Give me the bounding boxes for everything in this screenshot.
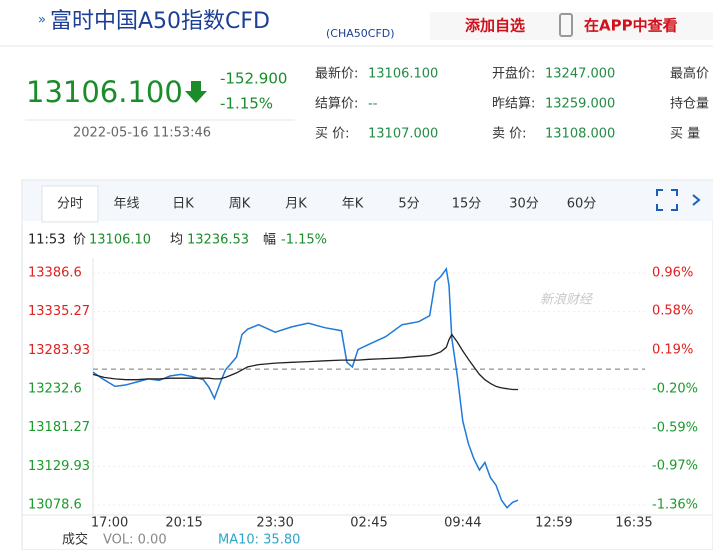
phone-icon <box>559 13 573 37</box>
field-label: 买 价: <box>315 127 350 142</box>
field-label: 卖 价: <box>492 127 527 142</box>
y-tick-label: 13386.6 <box>28 266 82 281</box>
volume-ma: MA10: 35.80 <box>218 533 300 548</box>
y2-tick-label: -1.36% <box>652 498 698 513</box>
y2-tick-label: 0.58% <box>652 304 693 319</box>
tab[interactable]: 分时 <box>57 197 83 212</box>
tab[interactable]: 年K <box>342 197 364 212</box>
field-label: 昨结算: <box>492 97 535 112</box>
y-tick-label: 13181.27 <box>28 420 90 435</box>
fullscreen-icon[interactable] <box>656 189 678 211</box>
field-label: 结算价: <box>315 97 358 112</box>
y-tick-label: 13078.6 <box>28 498 82 513</box>
chart-frame <box>21 179 713 550</box>
change: -152.900 <box>220 70 287 88</box>
quote-time: 2022-05-16 11:53:46 <box>73 126 211 141</box>
code: (CHA50CFD) <box>326 27 395 40</box>
tab-bar <box>23 181 713 221</box>
x-tick-label: 02:45 <box>350 516 387 531</box>
field-label: 持仓量 <box>670 97 709 112</box>
y-tick-label: 13283.93 <box>28 343 90 358</box>
change-pct: -1.15% <box>220 95 273 113</box>
open-app[interactable]: 在APP中查看 <box>584 17 678 35</box>
tab[interactable]: 月K <box>285 197 307 212</box>
tab[interactable]: 15分 <box>452 197 482 212</box>
tab[interactable]: 日K <box>172 197 194 212</box>
price: 13106.100 <box>26 75 183 109</box>
info-text: 幅 <box>263 233 276 248</box>
tab[interactable]: 周K <box>229 197 251 212</box>
tab[interactable]: 年线 <box>113 197 139 212</box>
series-line <box>92 333 518 391</box>
y-tick-label: 13335.27 <box>28 304 90 319</box>
field-label: 最高价 <box>670 66 709 82</box>
x-tick-label: 17:00 <box>91 516 128 531</box>
y2-tick-label: 0.96% <box>652 266 693 281</box>
bullet: » <box>38 13 46 28</box>
field-value: -- <box>368 97 378 112</box>
series-line <box>92 266 519 509</box>
field-value: 13107.000 <box>368 127 438 142</box>
info-text: 13236.53 <box>187 233 249 248</box>
y-tick-label: 13129.93 <box>28 459 90 474</box>
info-text: -1.15% <box>281 233 327 248</box>
y2-tick-label: -0.59% <box>652 421 698 436</box>
tab[interactable]: 5分 <box>398 197 419 212</box>
y-tick-label: 13232.6 <box>28 382 82 397</box>
x-tick-label: 16:35 <box>615 516 652 531</box>
title: 富时中国A50指数CFD <box>50 9 270 34</box>
tab[interactable]: 60分 <box>567 197 597 212</box>
y2-tick-label: -0.20% <box>652 382 698 397</box>
y2-tick-label: -0.97% <box>652 459 698 474</box>
down-arrow <box>185 81 207 103</box>
x-tick-label: 09:44 <box>444 516 481 531</box>
field-value: 13247.000 <box>545 67 615 82</box>
info-text: 价 <box>73 233 86 248</box>
tab-active-bg <box>41 185 99 223</box>
field-value: 13108.000 <box>545 127 615 142</box>
volume-label: 成交 <box>62 532 88 548</box>
x-tick-label: 23:30 <box>256 516 293 531</box>
tab[interactable]: 30分 <box>509 197 539 212</box>
x-tick-label: 12:59 <box>535 516 572 531</box>
field-label: 买 量 <box>670 127 700 142</box>
field-label: 最新价: <box>315 66 358 82</box>
add-watchlist[interactable]: 添加自选 <box>465 17 525 35</box>
field-label: 开盘价: <box>492 66 535 82</box>
next-icon[interactable] <box>692 194 701 206</box>
info-text: 13106.10 <box>89 233 151 248</box>
info-text: 均 <box>170 233 183 248</box>
x-tick-label: 20:15 <box>165 516 202 531</box>
volume-vol: VOL: 0.00 <box>103 533 167 548</box>
field-value: 13259.000 <box>545 97 615 112</box>
y2-tick-label: 0.19% <box>652 343 693 358</box>
watermark: 新浪财经 <box>540 292 594 308</box>
field-value: 13106.100 <box>368 67 438 82</box>
info-text: 11:53 <box>28 233 65 248</box>
